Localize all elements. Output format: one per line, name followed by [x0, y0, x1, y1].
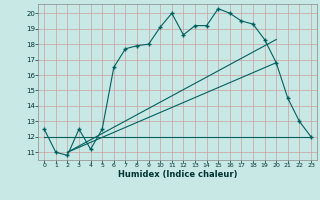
X-axis label: Humidex (Indice chaleur): Humidex (Indice chaleur) — [118, 170, 237, 179]
